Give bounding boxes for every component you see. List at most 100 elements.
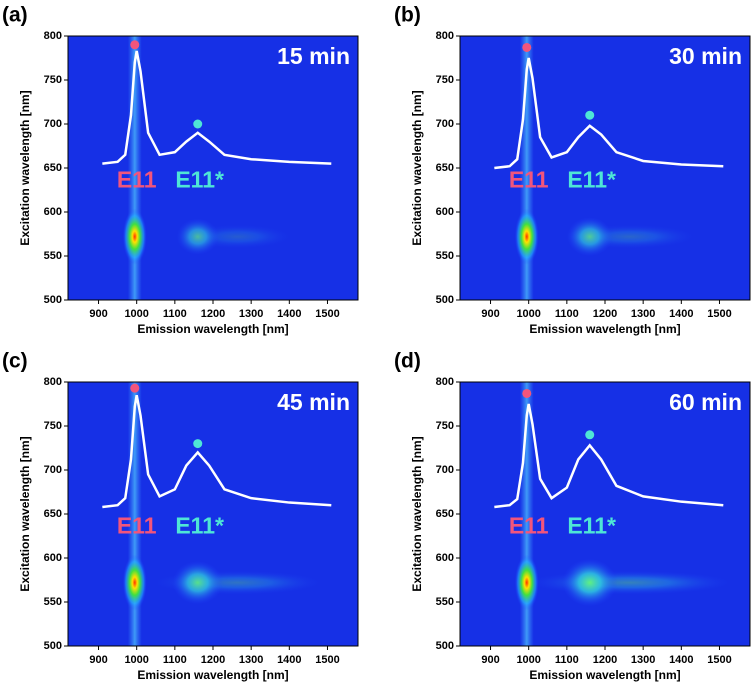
y-tick-label: 600: [436, 206, 454, 218]
x-tick-label: 1400: [277, 654, 301, 666]
x-tick-label: 1000: [124, 654, 148, 666]
x-axis-label: Emission wavelength [nm]: [137, 322, 288, 336]
y-tick-label: 550: [436, 596, 454, 608]
heatmap-background: [460, 36, 750, 300]
y-tick-label: 550: [44, 596, 62, 608]
x-tick-label: 1500: [315, 308, 339, 320]
peak-label: E11*: [567, 512, 616, 538]
heatmap-background: [68, 36, 358, 300]
peak-marker: [585, 430, 595, 440]
y-tick-label: 550: [436, 250, 454, 262]
y-tick-label: 800: [436, 30, 454, 42]
y-tick-label: 800: [436, 376, 454, 388]
y-tick-label: 500: [436, 294, 454, 306]
x-tick-label: 1100: [555, 308, 579, 320]
x-tick-label: 1400: [669, 308, 693, 320]
annotation: 30 min: [669, 43, 742, 69]
y-tick-label: 500: [44, 640, 62, 652]
y-axis-label: Excitation wavelength [nm]: [410, 90, 424, 245]
annotation: 45 min: [277, 389, 350, 415]
y-tick-label: 650: [44, 162, 62, 174]
x-tick-label: 1200: [201, 654, 225, 666]
x-tick-label: 1300: [631, 654, 655, 666]
x-tick-label: 1100: [163, 308, 187, 320]
x-tick-label: 1000: [516, 654, 540, 666]
y-tick-label: 500: [436, 640, 454, 652]
annotation: 15 min: [277, 43, 350, 69]
y-tick-label: 600: [436, 552, 454, 564]
y-tick-label: 650: [436, 508, 454, 520]
peak-marker: [193, 119, 203, 129]
spot: [176, 218, 219, 255]
y-tick-label: 500: [44, 294, 62, 306]
y-tick-label: 650: [44, 508, 62, 520]
panel: E11 E11* 15 min (a) 900 1000 1100 1200 1300 1400 1…: [2, 4, 359, 336]
peak-marker: [585, 110, 595, 120]
x-tick-label: 900: [89, 308, 107, 320]
y-axis-label: Excitation wavelength [nm]: [18, 436, 32, 591]
x-tick-label: 1200: [593, 308, 617, 320]
x-tick-label: 1100: [555, 654, 579, 666]
panel: E11 E11* 45 min (c) 900 1000 1100 1200 1300 1400 1…: [2, 350, 359, 682]
plot-area: E11 E11*: [460, 382, 750, 646]
x-tick-label: 1500: [707, 308, 731, 320]
x-tick-label: 1100: [163, 654, 187, 666]
y-tick-label: 700: [436, 118, 454, 130]
x-tick-label: 1500: [315, 654, 339, 666]
y-axis-label: Excitation wavelength [nm]: [18, 90, 32, 245]
panel-label: (d): [394, 350, 421, 373]
spot: [562, 558, 618, 607]
x-tick-label: 1400: [669, 654, 693, 666]
spectrum-line: [494, 57, 724, 170]
x-tick-label: 900: [481, 308, 499, 320]
y-tick-label: 700: [44, 118, 62, 130]
y-tick-label: 750: [44, 74, 62, 86]
x-tick-label: 1500: [707, 654, 731, 666]
y-tick-label: 650: [436, 162, 454, 174]
peak-label: E11*: [175, 512, 224, 538]
peak-marker: [522, 42, 532, 52]
x-tick-label: 1300: [631, 308, 655, 320]
heatmap-background: [68, 382, 358, 646]
x-tick-label: 1300: [239, 654, 263, 666]
plot-area: E11 E11*: [68, 382, 358, 646]
peak-label: E11*: [567, 166, 616, 192]
y-tick-label: 700: [44, 464, 62, 476]
y-tick-label: 800: [44, 30, 62, 42]
y-tick-label: 750: [436, 74, 454, 86]
y-tick-label: 750: [436, 420, 454, 432]
peak-label: E11: [509, 512, 549, 538]
y-tick-label: 550: [44, 250, 62, 262]
spot: [122, 554, 147, 611]
excitation-tail: [527, 570, 732, 595]
panel: E11 E11* 30 min (b) 900 1000 1100 1200 1300 1400 1…: [394, 4, 751, 336]
spot: [122, 208, 147, 265]
spot: [514, 208, 539, 265]
y-tick-label: 800: [44, 376, 62, 388]
panel-label: (b): [394, 4, 421, 27]
x-axis-label: Emission wavelength [nm]: [529, 322, 680, 336]
peak-label: E11*: [175, 166, 224, 192]
y-tick-label: 750: [44, 420, 62, 432]
spectrum-line: [494, 403, 724, 509]
x-tick-label: 900: [89, 654, 107, 666]
spot: [566, 216, 613, 257]
plot-area: E11 E11*: [68, 36, 358, 300]
x-tick-label: 900: [481, 654, 499, 666]
peak-label: E11: [117, 166, 157, 192]
spectrum-line: [102, 394, 332, 509]
y-tick-label: 600: [44, 552, 62, 564]
x-tick-label: 1200: [593, 654, 617, 666]
x-axis-label: Emission wavelength [nm]: [137, 668, 288, 682]
x-tick-label: 1300: [239, 308, 263, 320]
x-tick-label: 1000: [516, 308, 540, 320]
x-axis-label: Emission wavelength [nm]: [529, 668, 680, 682]
y-tick-label: 700: [436, 464, 454, 476]
peak-marker: [130, 383, 140, 393]
peak-marker: [130, 40, 140, 50]
y-tick-label: 600: [44, 206, 62, 218]
peak-label: E11: [117, 512, 157, 538]
panel-label: (c): [2, 350, 28, 373]
x-tick-label: 1200: [201, 308, 225, 320]
